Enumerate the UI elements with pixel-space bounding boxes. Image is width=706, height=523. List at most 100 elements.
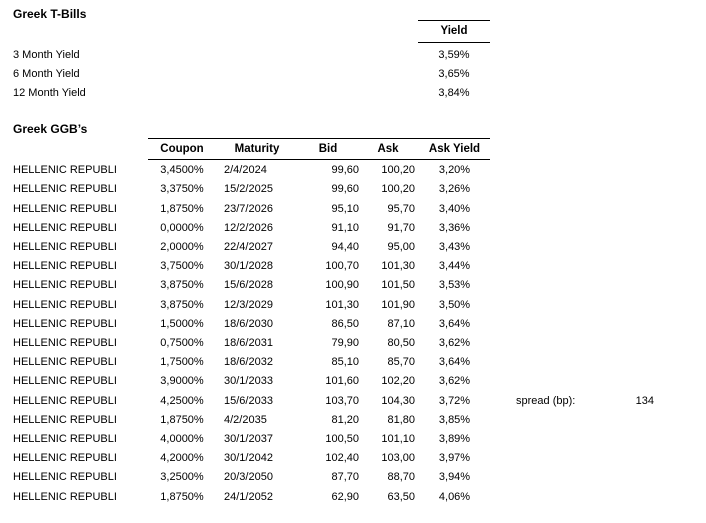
bond-ask-yield-cell: 3,40%: [438, 202, 471, 215]
bond-ask-yield-cell: 3,53%: [438, 279, 471, 292]
ggb-bond-row: HELLENIC REPUBLI 4,2500% 15/6/2033 103,7…: [0, 392, 706, 411]
bond-issuer-cell: HELLENIC REPUBLI: [13, 433, 117, 445]
bond-ask-cell: 91,70: [387, 221, 415, 234]
column-header-ask-yield: Ask Yield: [428, 143, 481, 155]
spread-row: spread (bp): 134: [0, 392, 706, 411]
bond-coupon-cell: 3,3750%: [160, 183, 204, 196]
bond-ask-yield-cell: 3,26%: [438, 183, 471, 196]
bond-issuer-cell: HELLENIC REPUBLI: [13, 471, 117, 484]
bond-coupon-cell: 1,5000%: [160, 317, 204, 330]
tbill-row: 6 Month Yield 3,65%: [0, 65, 706, 84]
bond-ask-cell: 103,00: [381, 452, 415, 465]
bond-coupon-cell: 2,0000%: [160, 241, 204, 253]
ggb-bond-row: HELLENIC REPUBLI 1,8750% 23/7/2026 95,10…: [0, 200, 706, 219]
bond-coupon-cell: 1,7500%: [160, 356, 204, 369]
bond-bid-cell: 101,60: [325, 375, 359, 388]
bond-ask-cell: 100,20: [381, 183, 415, 196]
bond-maturity-cell: 12/2/2026: [224, 221, 273, 234]
bond-maturity-cell: 4/2/2035: [224, 413, 267, 426]
bond-ask-yield-cell: 3,36%: [438, 221, 471, 234]
ggb-table-rule-bottom: [148, 159, 490, 160]
bond-ask-cell: 80,50: [387, 337, 415, 349]
ggb-bond-row: HELLENIC REPUBLI 4,2000% 30/1/2042 102,4…: [0, 449, 706, 468]
bond-ask-yield-cell: 3,43%: [438, 241, 471, 253]
tbills-section-title: Greek T-Bills: [13, 7, 87, 21]
bond-bid-cell: 102,40: [325, 452, 359, 465]
bond-ask-cell: 88,70: [387, 471, 415, 484]
bond-coupon-cell: 0,7500%: [160, 337, 204, 349]
yield-column-rule-top: [418, 20, 490, 21]
bond-coupon-cell: 3,4500%: [160, 164, 204, 177]
tbill-row: 12 Month Yield 3,84%: [0, 84, 706, 103]
ggb-bond-row: HELLENIC REPUBLI 3,2500% 20/3/2050 87,70…: [0, 468, 706, 487]
bond-ask-cell: 101,30: [381, 260, 415, 273]
bond-maturity-cell: 23/7/2026: [224, 202, 273, 215]
bond-issuer-cell: HELLENIC REPUBLI: [13, 164, 117, 177]
bond-ask-yield-cell: 3,94%: [438, 471, 471, 484]
bond-ask-yield-cell: 3,85%: [438, 413, 471, 426]
bond-ask-yield-cell: 3,62%: [438, 337, 471, 349]
bond-maturity-cell: 15/6/2033: [224, 394, 273, 407]
ggb-bond-row: HELLENIC REPUBLI 3,3750% 15/2/2025 99,60…: [0, 180, 706, 199]
tbill-row-yield-value: 3,59%: [438, 49, 470, 61]
column-header-bid: Bid: [318, 143, 338, 155]
bond-coupon-cell: 3,2500%: [160, 471, 204, 484]
bond-issuer-cell: HELLENIC REPUBLI: [13, 375, 117, 388]
column-header-ask: Ask: [377, 143, 399, 155]
bond-coupon-cell: 3,8750%: [160, 298, 204, 311]
bond-bid-cell: 87,70: [331, 471, 359, 484]
bond-issuer-cell: HELLENIC REPUBLI: [13, 183, 117, 196]
bond-ask-yield-cell: 3,64%: [438, 317, 471, 330]
bond-coupon-cell: 4,0000%: [160, 433, 204, 445]
bond-coupon-cell: 0,0000%: [160, 221, 204, 234]
bond-coupon-cell: 4,2500%: [160, 394, 204, 407]
bond-ask-cell: 101,50: [381, 279, 415, 292]
ggb-table-rule-top: [148, 138, 490, 139]
bond-issuer-cell: HELLENIC REPUBLI: [13, 279, 117, 292]
bond-ask-yield-cell: 3,72%: [438, 394, 471, 407]
bond-ask-yield-cell: 3,44%: [438, 260, 471, 273]
bond-maturity-cell: 22/4/2027: [224, 241, 273, 253]
ggb-bond-row: HELLENIC REPUBLI 3,9000% 30/1/2033 101,6…: [0, 372, 706, 391]
bond-ask-cell: 95,70: [387, 202, 415, 215]
bond-bid-cell: 100,90: [325, 279, 359, 292]
bond-ask-cell: 101,10: [381, 433, 415, 445]
bond-ask-cell: 87,10: [387, 317, 415, 330]
bond-ask-yield-cell: 3,89%: [438, 433, 471, 445]
bond-issuer-cell: HELLENIC REPUBLI: [13, 317, 117, 330]
ggb-bond-row: HELLENIC REPUBLI 1,5000% 18/6/2030 86,50…: [0, 315, 706, 334]
bond-ask-yield-cell: 3,50%: [438, 298, 471, 311]
bond-bid-cell: 95,10: [331, 202, 359, 215]
bond-issuer-cell: HELLENIC REPUBLI: [13, 490, 117, 503]
tbills-yield-column-header: Yield: [440, 25, 468, 37]
bond-bid-cell: 103,70: [325, 394, 359, 407]
tbill-row-label: 12 Month Yield: [13, 87, 86, 100]
bond-maturity-cell: 18/6/2031: [224, 337, 273, 349]
bond-maturity-cell: 15/6/2028: [224, 279, 273, 292]
ggb-table-header-row: Coupon Maturity Bid Ask Ask Yield: [0, 139, 706, 159]
spread-label: spread (bp):: [516, 395, 576, 407]
bond-issuer-cell: HELLENIC REPUBLI: [13, 356, 117, 369]
column-header-coupon: Coupon: [160, 143, 204, 155]
bond-ask-cell: 95,00: [387, 241, 415, 253]
bond-ask-yield-cell: 3,97%: [438, 452, 471, 465]
bond-issuer-cell: HELLENIC REPUBLI: [13, 337, 117, 349]
bond-ask-yield-cell: 3,20%: [438, 164, 471, 177]
bond-issuer-cell: HELLENIC REPUBLI: [13, 260, 117, 273]
bond-bid-cell: 62,90: [331, 490, 359, 503]
bond-issuer-cell: HELLENIC REPUBLI: [13, 394, 117, 407]
bond-ask-cell: 102,20: [381, 375, 415, 388]
bond-issuer-cell: HELLENIC REPUBLI: [13, 221, 117, 234]
bond-bid-cell: 86,50: [331, 317, 359, 330]
bond-bid-cell: 100,70: [325, 260, 359, 273]
bond-ask-yield-cell: 3,62%: [438, 375, 471, 388]
bond-ask-cell: 63,50: [387, 490, 415, 503]
bond-issuer-cell: HELLENIC REPUBLI: [13, 202, 117, 215]
spread-value: 134: [635, 395, 654, 407]
ggb-bond-row: HELLENIC REPUBLI 1,7500% 18/6/2032 85,10…: [0, 353, 706, 372]
tbill-row-label: 3 Month Yield: [13, 49, 80, 61]
bond-ask-cell: 85,70: [387, 356, 415, 369]
bond-coupon-cell: 3,7500%: [160, 260, 204, 273]
ggb-bond-row: HELLENIC REPUBLI 1,8750% 24/1/2052 62,90…: [0, 488, 706, 507]
